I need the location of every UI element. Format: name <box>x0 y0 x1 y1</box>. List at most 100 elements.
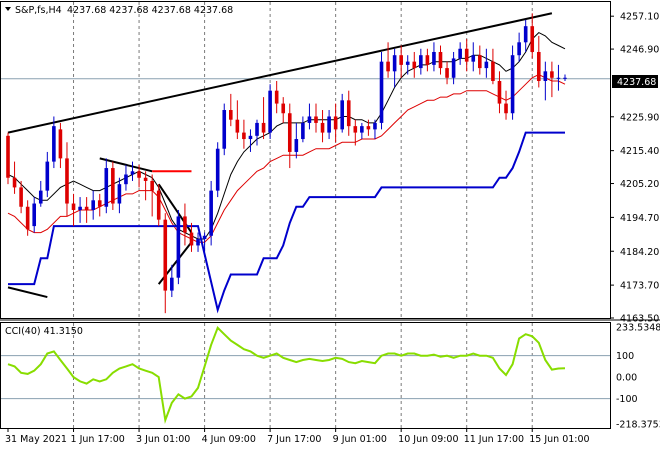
candle <box>183 203 187 246</box>
candle-body <box>451 58 456 78</box>
candle <box>65 142 69 217</box>
candle-body <box>156 190 161 220</box>
candle-body <box>235 119 240 133</box>
candle <box>156 184 161 227</box>
candle <box>274 81 279 114</box>
indicator-lines <box>7 31 566 314</box>
time-tick-label: 1 Jun 17:00 <box>71 434 125 445</box>
candle <box>170 264 174 298</box>
candle-body <box>52 126 56 162</box>
candle-body <box>392 55 397 72</box>
candle <box>530 13 535 59</box>
candle <box>45 151 50 198</box>
candle-body <box>150 180 154 191</box>
candle-body <box>497 81 502 104</box>
candle <box>58 122 63 169</box>
candle-body <box>222 110 227 149</box>
candle <box>464 39 469 72</box>
candle-body <box>340 100 345 130</box>
candle <box>386 42 390 78</box>
candle <box>405 55 410 75</box>
time-tick-label: 15 Jun 01:00 <box>529 434 589 445</box>
candle-body <box>366 126 371 130</box>
trendline <box>7 286 48 299</box>
candle <box>373 119 377 140</box>
cci-axis-label: 233.5348 <box>616 323 660 334</box>
candle-body <box>202 235 207 239</box>
candle-body <box>445 68 449 78</box>
candle-body <box>78 206 82 210</box>
cci-axis-label: -100 <box>616 394 638 405</box>
candle <box>346 90 351 136</box>
candle-body <box>314 116 318 123</box>
candle <box>523 19 528 52</box>
candle <box>353 119 358 146</box>
candle <box>209 180 213 246</box>
candle <box>111 161 115 210</box>
candle-body <box>307 116 312 123</box>
candle-body <box>523 26 528 43</box>
candle <box>287 103 292 169</box>
price-tick-label: 4194.70 <box>620 213 659 224</box>
chart-title: S&P,fs,H4 <box>15 5 62 16</box>
candle-body <box>294 139 299 152</box>
candle <box>235 100 240 140</box>
candle-body <box>346 100 351 127</box>
candle-body <box>176 216 181 278</box>
indicator-series-1 <box>7 74 566 243</box>
candle <box>563 74 567 81</box>
candle-body <box>399 55 403 65</box>
price-tick-label: 4205.20 <box>620 179 659 190</box>
candle-body <box>104 168 109 207</box>
cci-indicator: 233.5348 100 0.00 -100 -218.3753 <box>0 323 660 431</box>
candle-body <box>170 277 174 291</box>
candle <box>196 232 200 252</box>
cci-line <box>7 326 566 425</box>
candle-body <box>379 61 384 123</box>
candle <box>124 164 128 191</box>
candle <box>340 93 345 133</box>
candle <box>71 193 76 227</box>
candle-body <box>478 55 482 69</box>
candle-body <box>255 122 259 136</box>
candle-body <box>124 174 128 185</box>
candle <box>301 116 305 143</box>
candle-body <box>301 122 305 140</box>
candle <box>52 116 56 169</box>
candle <box>189 222 194 252</box>
candle <box>438 45 443 75</box>
collapse-triangle-icon[interactable] <box>5 7 11 11</box>
candle-body <box>91 200 95 210</box>
candle-body <box>373 122 377 130</box>
candlesticks <box>6 13 567 314</box>
candle <box>215 142 220 198</box>
candle-body <box>471 55 476 62</box>
candle <box>399 45 403 78</box>
time-tick-label: 3 Jun 01:00 <box>136 434 190 445</box>
candle <box>78 197 82 223</box>
candle <box>425 48 430 72</box>
cci-axis-label: 100 <box>616 351 634 362</box>
candle-body <box>38 190 43 204</box>
candle-body <box>432 51 436 65</box>
candle <box>536 35 541 88</box>
time-tick-label: 11 Jun 17:00 <box>464 434 524 445</box>
candle-body <box>268 90 272 133</box>
price-tick-label: 4184.20 <box>620 247 659 258</box>
candle-body <box>274 90 279 104</box>
candle <box>471 42 476 72</box>
candle <box>255 119 259 146</box>
time-tick-label: 9 Jun 01:00 <box>333 434 387 445</box>
candle <box>242 119 246 149</box>
candle-body <box>228 110 233 120</box>
candle <box>307 103 312 130</box>
candle <box>12 161 17 194</box>
candle-body <box>425 55 430 65</box>
candle <box>314 103 318 133</box>
candle-body <box>517 42 521 56</box>
candle <box>412 51 417 78</box>
price-tick-label: 4163.50 <box>620 314 659 325</box>
candle-body <box>504 103 508 114</box>
candle <box>137 164 141 188</box>
candle <box>268 84 272 140</box>
